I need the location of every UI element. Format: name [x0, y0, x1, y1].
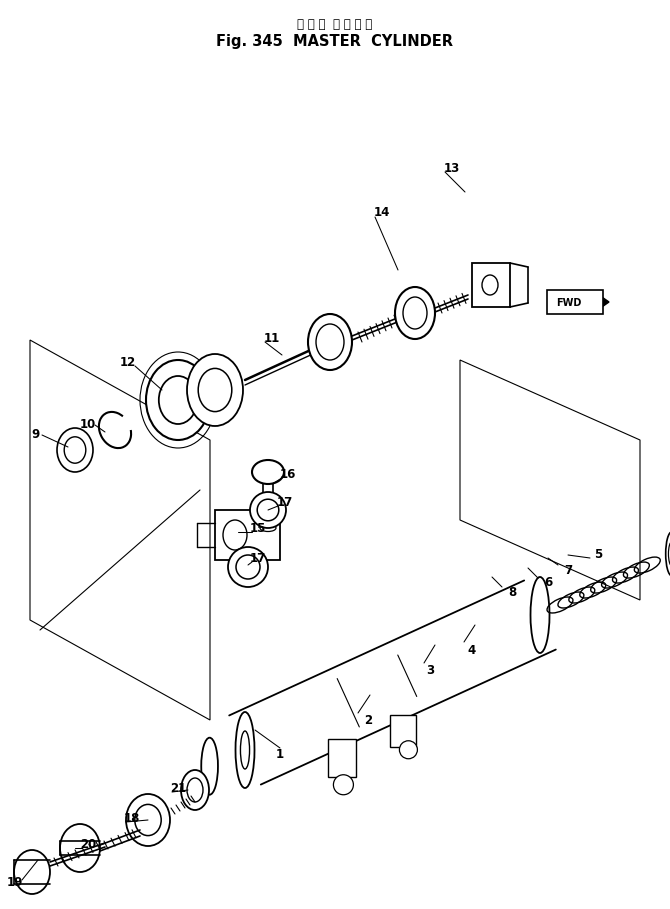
Ellipse shape [187, 778, 203, 802]
Text: 19: 19 [7, 875, 23, 888]
Text: マ ス タ  シ リ ン ダ: マ ス タ シ リ ン ダ [297, 18, 373, 31]
Text: FWD: FWD [556, 298, 582, 308]
Ellipse shape [666, 532, 670, 575]
Ellipse shape [482, 275, 498, 295]
Text: 9: 9 [31, 428, 39, 442]
Text: 12: 12 [120, 355, 136, 368]
Ellipse shape [187, 354, 243, 426]
Ellipse shape [223, 520, 247, 550]
Text: 16: 16 [280, 467, 296, 481]
Ellipse shape [669, 542, 670, 566]
Polygon shape [30, 340, 210, 720]
Text: 6: 6 [544, 576, 552, 590]
Ellipse shape [198, 368, 232, 412]
Ellipse shape [241, 731, 249, 769]
Text: 14: 14 [374, 206, 390, 219]
Text: Fig. 345  MASTER  CYLINDER: Fig. 345 MASTER CYLINDER [216, 34, 454, 49]
Ellipse shape [252, 460, 284, 484]
FancyArrow shape [591, 295, 609, 309]
Bar [472, 263, 510, 307]
Text: 7: 7 [564, 564, 572, 576]
Text: 3: 3 [426, 664, 434, 676]
Ellipse shape [14, 850, 50, 894]
Ellipse shape [316, 324, 344, 360]
Ellipse shape [250, 492, 286, 528]
Text: 8: 8 [508, 585, 516, 598]
Text: 21: 21 [170, 782, 186, 794]
Text: 10: 10 [80, 418, 96, 432]
Bar [215, 510, 280, 560]
Text: 17: 17 [277, 495, 293, 508]
Ellipse shape [57, 428, 93, 472]
Ellipse shape [228, 547, 268, 587]
Text: 4: 4 [468, 644, 476, 656]
Text: 18: 18 [124, 812, 140, 824]
Ellipse shape [60, 824, 100, 872]
Text: 13: 13 [444, 162, 460, 175]
Polygon shape [460, 360, 640, 600]
Ellipse shape [334, 774, 353, 794]
Ellipse shape [257, 499, 279, 521]
Ellipse shape [146, 360, 210, 440]
Text: 11: 11 [264, 332, 280, 345]
Ellipse shape [64, 437, 86, 464]
Ellipse shape [126, 794, 170, 846]
Bar [391, 714, 417, 747]
Ellipse shape [181, 770, 209, 810]
Bar [547, 290, 603, 314]
Text: 1: 1 [276, 748, 284, 762]
Bar [328, 739, 356, 777]
Ellipse shape [201, 738, 218, 794]
Ellipse shape [235, 712, 255, 788]
Ellipse shape [308, 314, 352, 370]
Text: 15: 15 [250, 522, 266, 534]
Ellipse shape [403, 297, 427, 329]
Ellipse shape [395, 287, 435, 339]
Text: 17: 17 [250, 552, 266, 564]
Ellipse shape [399, 741, 417, 759]
Ellipse shape [159, 376, 197, 424]
Ellipse shape [135, 804, 161, 835]
Text: 5: 5 [594, 548, 602, 562]
Ellipse shape [236, 555, 260, 579]
Text: 20: 20 [80, 838, 96, 852]
Text: 2: 2 [364, 714, 372, 726]
